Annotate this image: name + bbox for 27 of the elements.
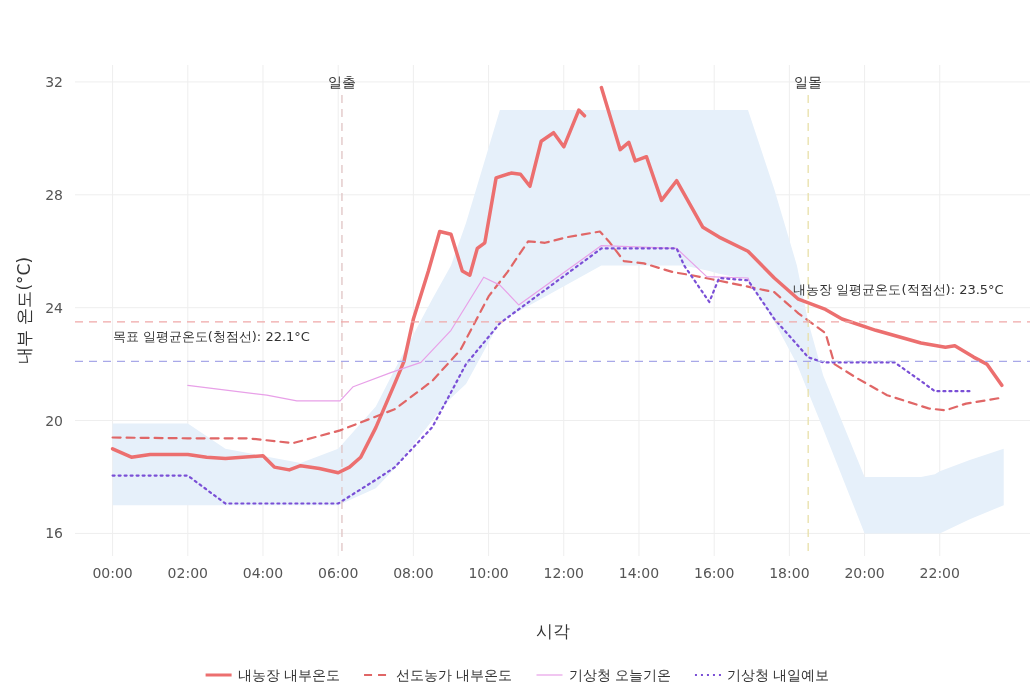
x-tick-label: 22:00 [919,565,960,581]
ref-line-label: 일출 [327,74,356,90]
x-tick-label: 18:00 [769,565,810,581]
x-tick-label: 16:00 [693,565,735,581]
y-tick-label: 16 [45,525,64,542]
legend-label: 기상청 오늘기온 [568,667,671,683]
ref-line-label: 내농장 일평균온도(적점선): 23.5°C [793,281,1004,297]
y-tick-label: 24 [45,299,64,316]
x-tick-label: 08:00 [393,565,434,581]
legend-label: 내농장 내부온도 [237,667,341,683]
x-tick-label: 20:00 [844,565,885,581]
x-tick-label: 12:00 [543,565,584,581]
y-tick-label: 20 [45,412,63,429]
x-axis-title: 시각 [535,621,570,641]
legend-label: 기상청 내일예보 [726,667,830,683]
y-axis-title: 내부 온도(°C) [14,256,34,365]
y-tick-label: 32 [45,73,63,90]
x-tick-label: 14:00 [618,565,660,581]
ref-line-label: 일몰 [794,74,823,90]
x-tick-label: 10:00 [468,565,509,581]
y-tick-label: 28 [45,186,63,203]
ref-line-label: 목표 일평균온도(청점선): 22.1°C [112,329,310,345]
x-tick-label: 02:00 [167,565,208,581]
x-tick-label: 06:00 [318,565,359,581]
legend-label: 선도농가 내부온도 [396,667,513,683]
x-tick-label: 04:00 [242,565,284,581]
x-tick-label: 00:00 [92,565,133,581]
